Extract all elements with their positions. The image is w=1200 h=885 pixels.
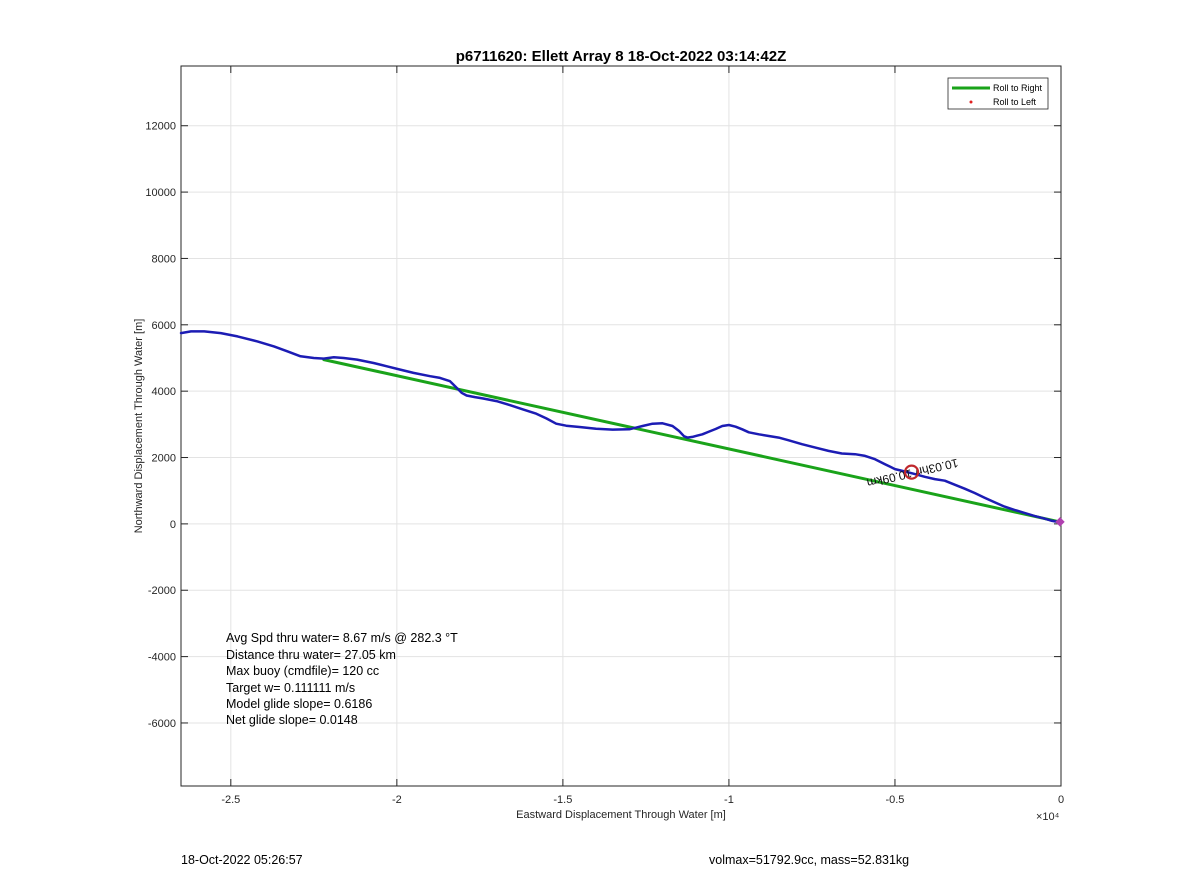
series-track-line [179, 330, 1063, 524]
footer-timestamp: 18-Oct-2022 05:26:57 [181, 853, 303, 867]
plot-frame [180, 65, 1062, 787]
y-tick-label: -6000 [148, 718, 176, 730]
y-tick-label: 10000 [145, 187, 176, 199]
dive-marker-circle [903, 464, 920, 480]
y-tick-label: -2000 [148, 585, 176, 597]
y-tick-label: 4000 [152, 386, 176, 398]
footer-mass-info: volmax=51792.9cc, mass=52.831kg [709, 853, 910, 867]
axis-tick-labels: -2.5 -2 -1.5 -1 -0.5 0 -6000 -4000 -2000 0 2000 400… [145, 121, 1064, 806]
stats-line: Model glide slope= 0.6186 [226, 697, 372, 711]
series-roll-to-right-line [322, 358, 1063, 524]
stats-line: Max buoy (cmdfile)= 120 cc [226, 664, 379, 678]
y-tick-label: -4000 [148, 652, 176, 664]
stats-line: Net glide slope= 0.0148 [226, 713, 358, 727]
y-tick-label: 2000 [152, 453, 176, 465]
legend-label: Roll to Right [993, 83, 1043, 93]
x-tick-label: -2.5 [221, 794, 240, 806]
stats-line: Avg Spd thru water= 8.67 m/s @ 282.3 °T [226, 631, 458, 645]
x-axis-exponent-label: ×10⁴ [1036, 811, 1060, 823]
legend-dot-swatch [969, 100, 973, 104]
chart-title: p6711620: Ellett Array 8 18-Oct-2022 03:… [456, 48, 786, 65]
stats-line: Distance thru water= 27.05 km [226, 648, 396, 662]
x-tick-label: -1 [724, 794, 734, 806]
y-axis-label: Northward Displacement Through Water [m] [133, 319, 145, 534]
y-tick-label: 6000 [152, 320, 176, 332]
stats-line: Target w= 0.111111 m/s [226, 681, 355, 695]
start-marker-diamond [1055, 517, 1065, 527]
legend-box [947, 77, 1049, 110]
x-tick-label: 0 [1058, 794, 1064, 806]
x-tick-label: -2 [392, 794, 402, 806]
series-layer [179, 330, 1063, 524]
x-axis-label: Eastward Displacement Through Water [m] [516, 809, 726, 821]
stats-text-block: Avg Spd thru water= 8.67 m/s @ 282.3 °T … [226, 631, 458, 727]
axis-ticks [181, 66, 1062, 786]
legend: Roll to Right Roll to Left [947, 77, 1049, 110]
x-tick-label: -0.5 [885, 794, 904, 806]
x-tick-label: -1.5 [553, 794, 572, 806]
y-tick-label: 12000 [145, 121, 176, 133]
y-tick-label: 8000 [152, 253, 176, 265]
y-tick-label: 0 [170, 519, 176, 531]
legend-label: Roll to Left [993, 97, 1037, 107]
